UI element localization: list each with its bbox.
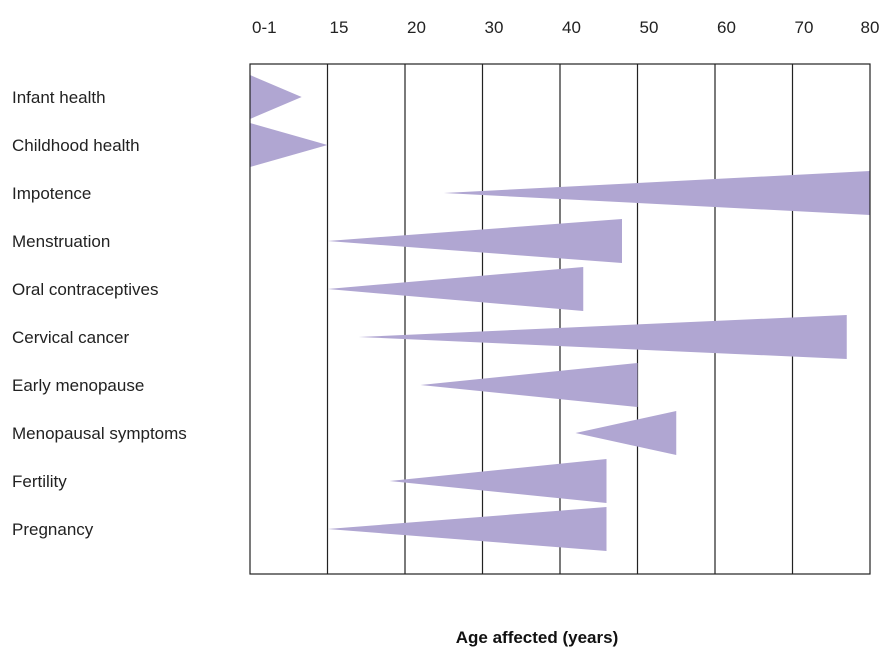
- range-wedge: [420, 363, 638, 407]
- category-label: Early menopause: [12, 376, 144, 395]
- range-wedge: [327, 507, 607, 551]
- x-tick-label: 0-1: [252, 18, 277, 37]
- range-wedge: [389, 459, 607, 503]
- x-axis-title: Age affected (years): [456, 628, 619, 647]
- category-label: Pregnancy: [12, 520, 94, 539]
- category-label: Childhood health: [12, 136, 140, 155]
- x-tick-labels: 0-1 15 20 30 40 50 60 70 80: [252, 18, 879, 37]
- category-label: Oral contraceptives: [12, 280, 158, 299]
- x-tick-label: 70: [795, 18, 814, 37]
- category-labels: Infant health Childhood health Impotence Me…: [12, 88, 187, 539]
- category-label: Fertility: [12, 472, 67, 491]
- range-wedge: [575, 411, 677, 455]
- range-wedge: [443, 171, 870, 215]
- x-tick-label: 30: [485, 18, 504, 37]
- category-label: Infant health: [12, 88, 106, 107]
- range-wedge: [327, 267, 584, 311]
- x-tick-label: 50: [640, 18, 659, 37]
- category-label: Menstruation: [12, 232, 110, 251]
- range-wedge: [327, 219, 622, 263]
- plot-frame: [249, 63, 871, 575]
- category-label: Cervical cancer: [12, 328, 129, 347]
- category-label: Menopausal symptoms: [12, 424, 187, 443]
- category-label: Impotence: [12, 184, 91, 203]
- range-wedges: [250, 75, 870, 551]
- range-wedge: [358, 315, 847, 359]
- x-tick-label: 80: [861, 18, 880, 37]
- x-tick-label: 20: [407, 18, 426, 37]
- x-tick-label: 40: [562, 18, 581, 37]
- x-tick-label: 15: [330, 18, 349, 37]
- grid-lines: [326, 64, 794, 574]
- range-wedge: [250, 75, 302, 119]
- range-wedge: [250, 123, 328, 167]
- x-tick-label: 60: [717, 18, 736, 37]
